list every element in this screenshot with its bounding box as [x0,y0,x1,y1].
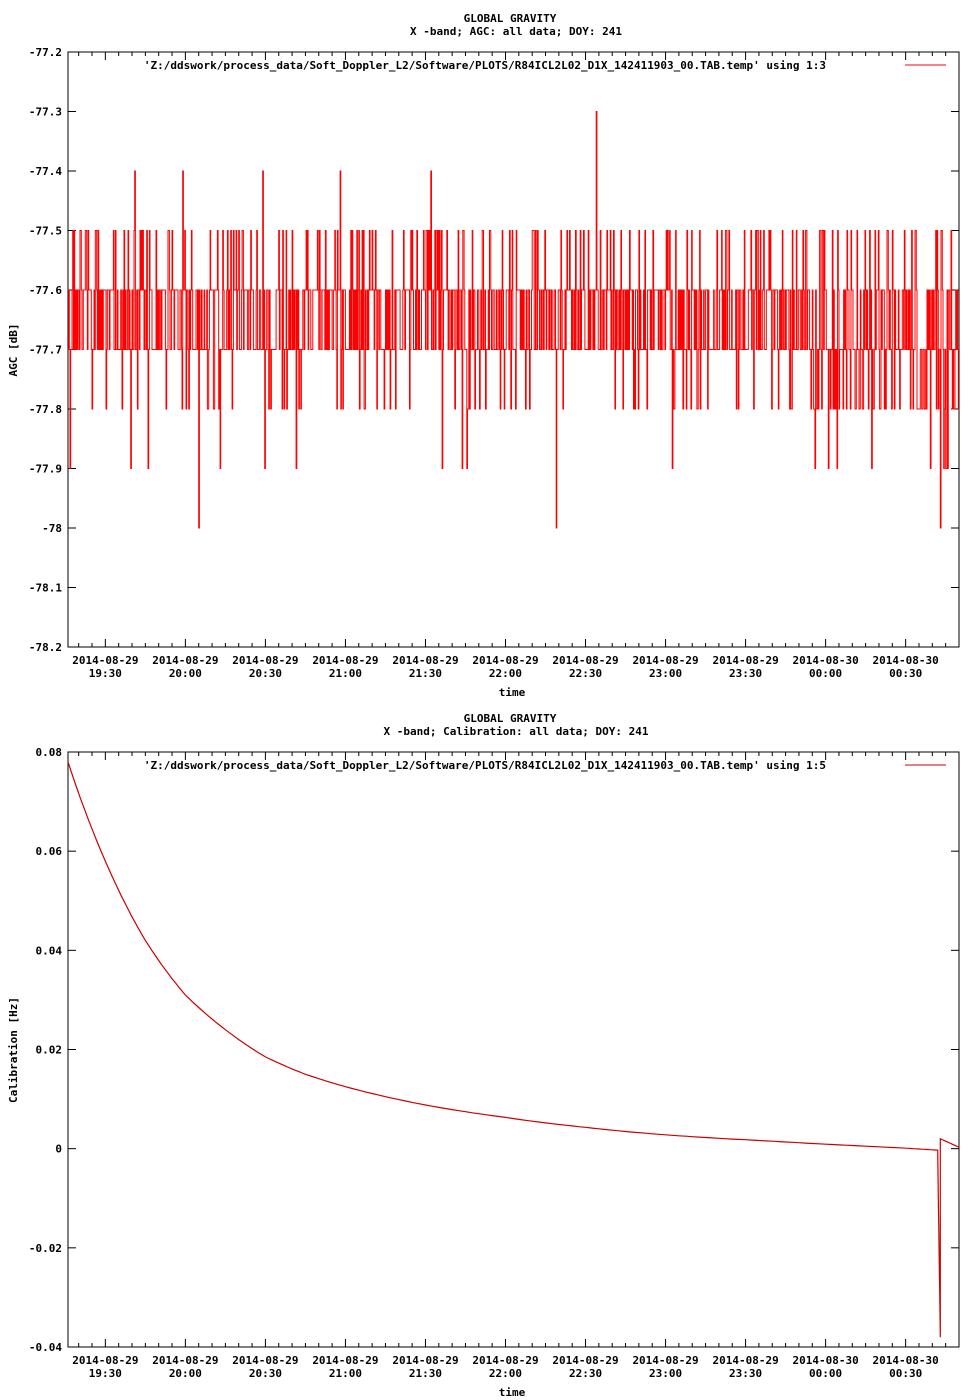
calibration-x-tick-time: 23:30 [729,1367,762,1380]
calibration-legend-label: 'Z:/ddswork/process_data/Soft_Doppler_L2… [144,759,826,772]
calibration-y-ticks: 0.08 0.06 0.04 0.02 0 -0.02 -0.04 [29,746,959,1354]
agc-y-tick-label: -78.1 [29,582,62,595]
calibration-series-line [67,761,960,1338]
agc-x-axis-label: time [499,686,526,699]
agc-x-tick-date: 2014-08-29 [152,654,218,667]
agc-x-tick-time: 21:30 [409,667,442,680]
calibration-plot-frame [67,751,960,1348]
agc-y-tick-label: -78 [42,522,62,535]
agc-y-tick-label: -77.4 [29,165,62,178]
calibration-x-tick-date: 2014-08-29 [472,1354,538,1367]
agc-x-tick-date: 2014-08-29 [312,654,378,667]
agc-y-tick-label: -77.7 [29,344,62,357]
calibration-y-tick-label: 0.02 [36,1044,63,1057]
agc-y-tick-label: -78.2 [29,641,62,654]
calibration-y-tick-label: -0.02 [29,1242,62,1255]
calibration-x-tick-time: 22:30 [569,1367,602,1380]
calibration-x-tick-date: 2014-08-29 [72,1354,138,1367]
agc-chart: GLOBAL GRAVITY X -band; AGC: all data; D… [7,12,960,699]
calibration-x-tick-date: 2014-08-30 [873,1354,939,1367]
agc-x-tick-date: 2014-08-29 [552,654,618,667]
calibration-y-axis-label: Calibration [Hz] [7,997,20,1103]
agc-legend-label: 'Z:/ddswork/process_data/Soft_Doppler_L2… [144,59,826,72]
agc-series-group [68,111,959,529]
calibration-x-tick-time: 23:00 [649,1367,682,1380]
calibration-x-ticks: 2014-08-2919:302014-08-2920:002014-08-29… [72,752,960,1380]
agc-y-tick-label: -77.2 [29,46,62,59]
calibration-x-tick-time: 21:00 [329,1367,362,1380]
calibration-x-tick-time: 00:30 [889,1367,922,1380]
agc-series-line [68,111,959,529]
agc-chart-title: GLOBAL GRAVITY [464,12,557,25]
agc-y-tick-label: -77.6 [29,284,62,297]
agc-x-tick-time: 23:30 [729,667,762,680]
agc-x-tick-time: 20:30 [249,667,282,680]
calibration-chart-title: GLOBAL GRAVITY [464,712,557,725]
calibration-x-tick-date: 2014-08-29 [552,1354,618,1367]
calibration-y-tick-label: 0 [55,1143,62,1156]
calibration-series-group [67,761,960,1338]
calibration-chart: GLOBAL GRAVITY X -band; Calibration: all… [7,712,960,1399]
calibration-x-tick-date: 2014-08-29 [312,1354,378,1367]
calibration-x-tick-time: 20:30 [249,1367,282,1380]
agc-y-tick-label: -77.9 [29,463,62,476]
calibration-x-tick-time: 22:00 [489,1367,522,1380]
agc-x-tick-time: 19:30 [89,667,122,680]
agc-y-tick-label: -77.8 [29,403,62,416]
agc-x-tick-time: 21:00 [329,667,362,680]
calibration-y-tick-label: 0.08 [36,746,63,759]
agc-y-tick-label: -77.5 [29,225,62,238]
calibration-y-tick-label: 0.04 [36,944,63,957]
calibration-chart-subtitle: X -band; Calibration: all data; DOY: 241 [384,725,649,738]
calibration-y-tick-label: -0.04 [29,1341,62,1354]
agc-chart-subtitle: X -band; AGC: all data; DOY: 241 [410,25,622,38]
agc-x-tick-time: 00:00 [809,667,842,680]
agc-y-ticks: -77.2 -77.3 -77.4 -77.5 -77.6 -77.7 -77.8 -77.9… [29,46,959,654]
agc-x-tick-date: 2014-08-29 [72,654,138,667]
calibration-x-tick-date: 2014-08-29 [712,1354,778,1367]
agc-x-tick-date: 2014-08-30 [873,654,939,667]
agc-x-tick-date: 2014-08-29 [392,654,458,667]
agc-x-tick-time: 22:00 [489,667,522,680]
calibration-x-tick-date: 2014-08-29 [392,1354,458,1367]
calibration-x-tick-date: 2014-08-29 [152,1354,218,1367]
agc-x-tick-time: 20:00 [169,667,202,680]
calibration-x-tick-date: 2014-08-30 [792,1354,858,1367]
agc-x-tick-time: 22:30 [569,667,602,680]
agc-y-tick-label: -77.3 [29,106,62,119]
agc-y-axis-label: AGC [dB] [7,324,20,377]
calibration-x-tick-time: 20:00 [169,1367,202,1380]
agc-x-tick-date: 2014-08-29 [232,654,298,667]
calibration-x-tick-time: 00:00 [809,1367,842,1380]
calibration-x-tick-time: 19:30 [89,1367,122,1380]
calibration-x-axis-label: time [499,1386,526,1399]
agc-x-tick-date: 2014-08-30 [792,654,858,667]
calibration-x-tick-date: 2014-08-29 [232,1354,298,1367]
calibration-y-tick-label: 0.06 [36,845,63,858]
agc-x-tick-time: 00:30 [889,667,922,680]
calibration-x-tick-time: 21:30 [409,1367,442,1380]
agc-x-tick-date: 2014-08-29 [712,654,778,667]
calibration-x-tick-date: 2014-08-29 [632,1354,698,1367]
agc-x-tick-time: 23:00 [649,667,682,680]
agc-x-tick-date: 2014-08-29 [472,654,538,667]
agc-x-ticks: 2014-08-2919:302014-08-2920:002014-08-29… [72,52,960,680]
agc-x-tick-date: 2014-08-29 [632,654,698,667]
